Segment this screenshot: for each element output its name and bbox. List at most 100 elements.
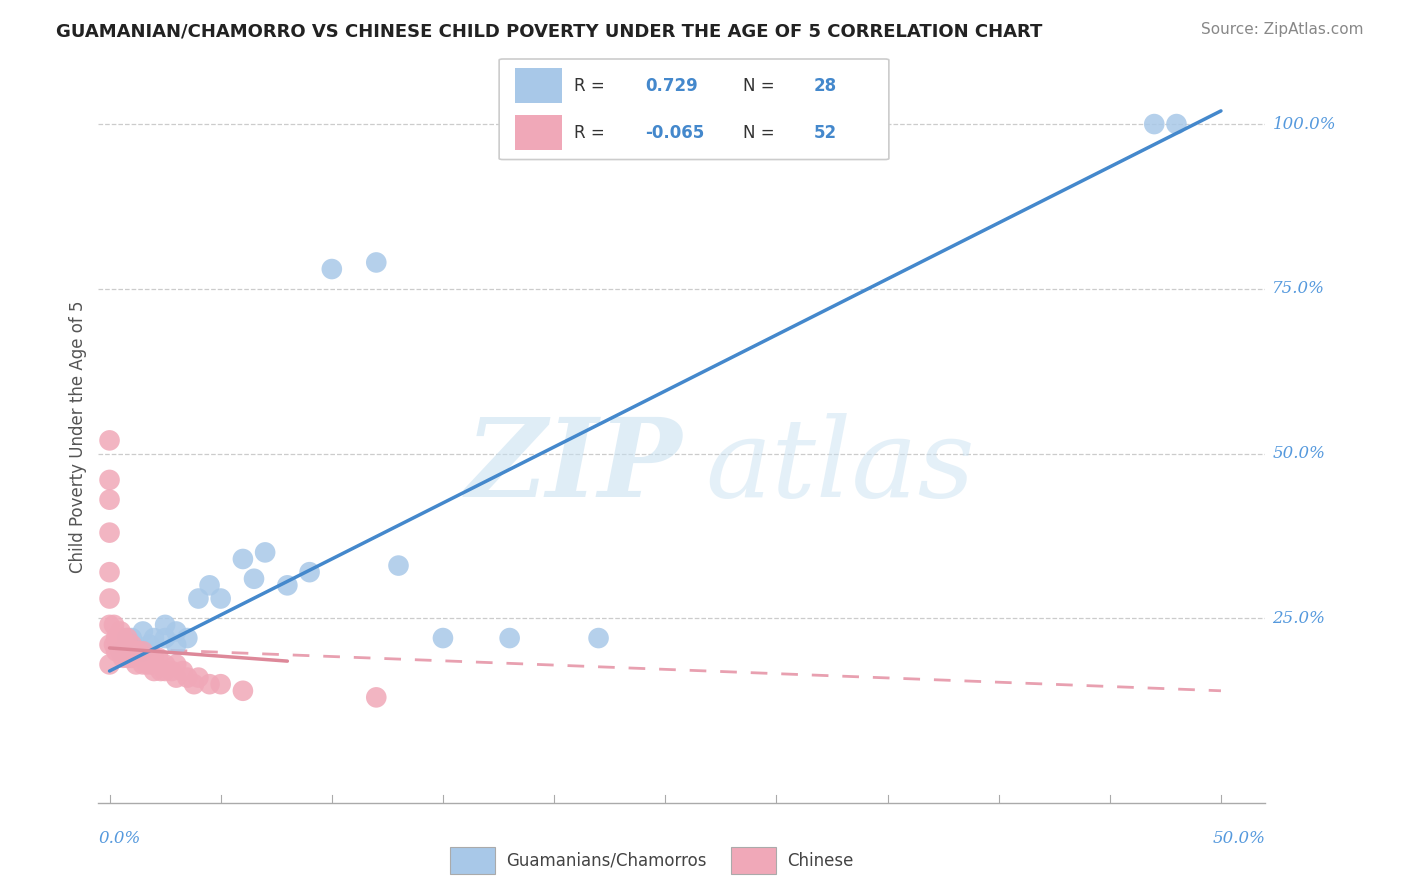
Text: 75.0%: 75.0% [1272,280,1326,297]
Bar [515,69,562,103]
Text: 25.0%: 25.0% [1272,610,1326,627]
Point [160,664,183,678]
Point [232,552,254,566]
Point [1143,117,1166,131]
Point [165,671,187,685]
Point [98,591,121,606]
Point [110,624,132,639]
Point [432,631,454,645]
Point [98,618,121,632]
Point [366,255,388,269]
Point [176,631,198,645]
Point [209,591,232,606]
Point [110,644,132,658]
Point [114,644,136,658]
Text: Source: ZipAtlas.com: Source: ZipAtlas.com [1201,22,1364,37]
Point [132,644,155,658]
Point [125,657,148,672]
Point [141,657,163,672]
Point [129,650,152,665]
Point [105,644,128,658]
Point [127,644,149,658]
Point [165,624,187,639]
Bar [515,115,562,150]
Point [165,657,187,672]
Point [132,624,155,639]
Point [103,638,125,652]
Point [118,644,141,658]
Point [187,671,209,685]
Point [198,677,221,691]
Text: R =: R = [574,77,605,95]
Point [138,638,160,652]
Text: 50.0%: 50.0% [1272,445,1326,462]
Text: atlas: atlas [706,413,974,520]
Point [276,578,298,592]
Point [187,591,209,606]
Text: R =: R = [574,124,605,142]
Y-axis label: Child Poverty Under the Age of 5: Child Poverty Under the Age of 5 [69,301,87,574]
Point [232,683,254,698]
Point [132,644,155,658]
Point [143,664,166,678]
Point [153,664,176,678]
Point [98,434,121,448]
Point [107,638,129,652]
Point [366,690,388,705]
Text: 52: 52 [814,124,837,142]
Point [121,631,143,645]
Point [498,631,520,645]
Point [209,677,232,691]
Point [149,664,172,678]
Point [98,638,121,652]
Point [117,631,139,645]
Point [387,558,409,573]
Text: Guamanians/Chamorros: Guamanians/Chamorros [506,852,707,870]
Text: 0.0%: 0.0% [98,830,141,847]
Point [117,631,139,645]
Point [198,578,221,592]
Point [117,650,139,665]
Point [110,644,132,658]
Point [138,650,160,665]
Point [98,525,121,540]
Text: GUAMANIAN/CHAMORRO VS CHINESE CHILD POVERTY UNDER THE AGE OF 5 CORRELATION CHART: GUAMANIAN/CHAMORRO VS CHINESE CHILD POVE… [56,22,1043,40]
Point [183,677,205,691]
Point [98,492,121,507]
Text: 50.0%: 50.0% [1212,830,1265,847]
Point [321,262,343,277]
Point [121,638,143,652]
Point [143,650,166,665]
Point [121,650,143,665]
Point [153,657,176,672]
Point [298,565,321,579]
Point [98,473,121,487]
Text: 28: 28 [814,77,837,95]
Point [148,650,170,665]
Point [153,618,176,632]
Point [114,638,136,652]
Text: N =: N = [744,124,775,142]
Point [165,638,187,652]
Point [98,565,121,579]
Point [132,657,155,672]
Point [98,657,121,672]
Point [111,631,134,645]
Point [125,644,148,658]
Point [153,631,176,645]
Point [134,650,156,665]
Point [1166,117,1188,131]
Point [243,572,266,586]
Point [176,671,198,685]
Text: -0.065: -0.065 [645,124,704,142]
Text: 100.0%: 100.0% [1272,116,1336,133]
FancyBboxPatch shape [499,59,889,160]
Text: ZIP: ZIP [465,413,682,520]
Text: 0.729: 0.729 [645,77,697,95]
Point [254,545,277,559]
Point [588,631,610,645]
Point [111,650,134,665]
Text: Chinese: Chinese [787,852,853,870]
Point [103,618,125,632]
Point [172,664,194,678]
